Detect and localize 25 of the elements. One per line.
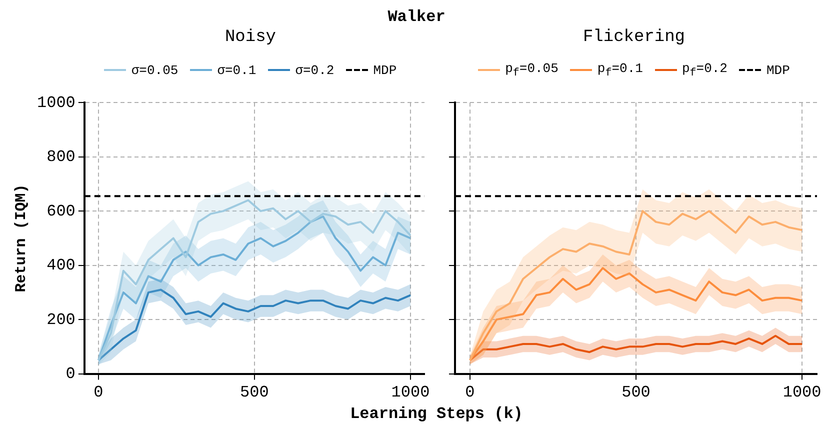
legend-label: σ=0.1 xyxy=(217,62,256,78)
chart-title: Noisy xyxy=(224,28,277,49)
y-tick-label: 600 xyxy=(46,202,76,220)
legend-label: σ=0.05 xyxy=(131,62,178,78)
x-tick-label: 0 xyxy=(94,384,104,402)
y-tick-label: 0 xyxy=(66,365,76,384)
x-tick-label: 0 xyxy=(465,384,475,402)
x-tick-label: 500 xyxy=(240,384,269,402)
x-axis-title: Learning Steps (k) xyxy=(349,405,524,423)
legend-label: p$_{f}$=0.1 xyxy=(597,60,643,80)
x-tick-label: 1000 xyxy=(782,384,822,402)
y-tick-label: 200 xyxy=(46,310,76,329)
chart-title: Flickering xyxy=(582,28,686,49)
text: Walker xyxy=(386,8,446,28)
legend-label: p$_{f}$=0.2 xyxy=(682,60,728,80)
legend-label: MDP xyxy=(373,62,397,78)
legend-label: σ=0.2 xyxy=(295,62,334,78)
y-tick-label: 800 xyxy=(46,148,76,166)
y-tick-label: 1000 xyxy=(37,94,76,112)
legend-label: p$_{f}$=0.05 xyxy=(505,60,558,80)
legend-label: MDP xyxy=(766,62,790,78)
x-tick-label: 1000 xyxy=(391,384,430,402)
y-axis-title: Return (IQM) xyxy=(12,184,30,292)
y-tick-label: 400 xyxy=(46,256,76,275)
x-tick-label: 500 xyxy=(622,384,650,402)
